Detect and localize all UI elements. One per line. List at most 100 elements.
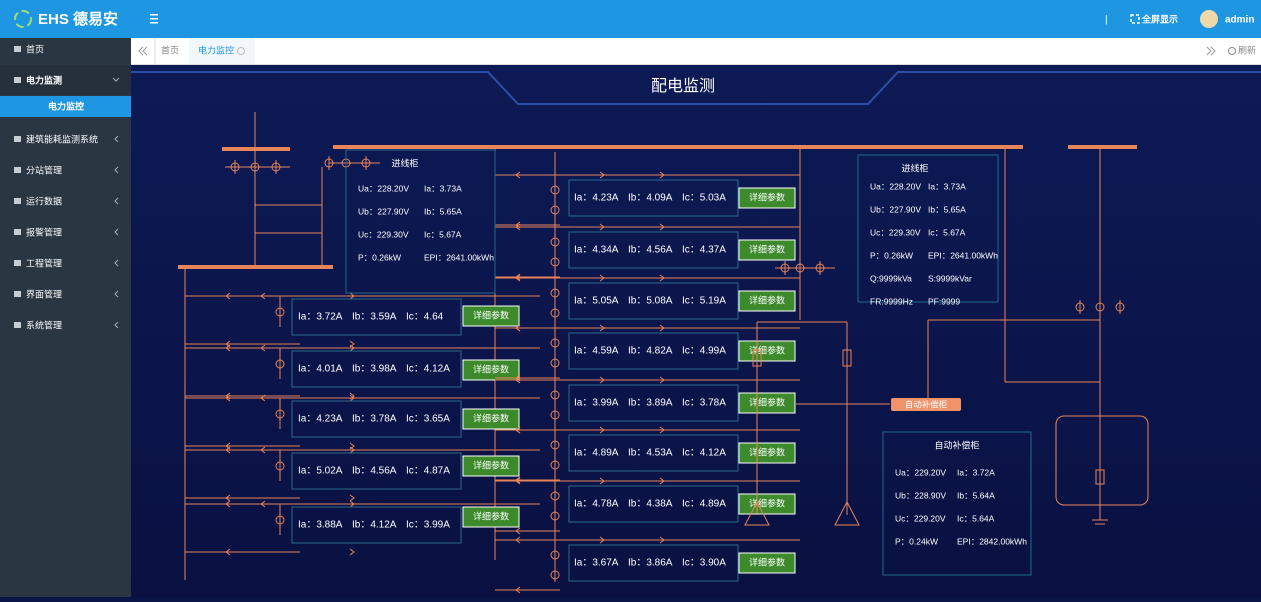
detail-button-label[interactable]: 详细参数 xyxy=(749,344,785,355)
feeder-reading: Ic：4.99A xyxy=(682,346,726,357)
detail-button-label[interactable]: 详细参数 xyxy=(749,446,785,457)
panel-reading: FR:9999Hz xyxy=(870,296,913,306)
arrow xyxy=(515,171,521,179)
detail-button-label[interactable]: 详细参数 xyxy=(749,294,785,305)
detail-button[interactable] xyxy=(738,187,796,209)
feeder-box xyxy=(291,400,462,438)
feeder-box xyxy=(568,434,739,472)
avatar[interactable] xyxy=(1200,10,1218,28)
menu-toggle[interactable] xyxy=(150,14,158,24)
menu-item[interactable]: 工程管理 xyxy=(26,257,62,268)
arrow xyxy=(225,500,231,508)
menu-item[interactable]: 电力监测 xyxy=(26,74,62,85)
feeder-reading: Ib：4.09A xyxy=(628,193,673,204)
detail-button[interactable] xyxy=(738,392,796,414)
arrow xyxy=(225,494,231,502)
detail-button[interactable] xyxy=(462,408,520,430)
menu-item[interactable]: 建筑能耗监测系统 xyxy=(26,133,98,144)
arrow xyxy=(225,292,231,300)
arrow xyxy=(599,324,605,332)
feeder-box xyxy=(568,485,739,523)
arrow xyxy=(260,446,266,454)
panel-reading: Ub：227.90V xyxy=(870,204,921,214)
arrow xyxy=(515,476,521,484)
tab[interactable]: 首页 xyxy=(161,44,179,55)
detail-button[interactable] xyxy=(462,506,520,528)
arrow xyxy=(515,426,521,434)
arrow xyxy=(515,586,521,594)
feeder-reading: Ib：3.98A xyxy=(352,364,397,375)
detail-button-label[interactable]: 详细参数 xyxy=(473,459,509,470)
info-panel xyxy=(882,431,1032,576)
feeder-box xyxy=(568,282,739,320)
detail-button[interactable] xyxy=(738,239,796,261)
feeder-reading: Ib：3.59A xyxy=(352,312,397,323)
feeder-reading: Ic：3.90A xyxy=(682,558,726,569)
menu-item[interactable]: 首页 xyxy=(26,43,44,54)
arrow xyxy=(515,274,521,282)
detail-button-label[interactable]: 详细参数 xyxy=(749,556,785,567)
detail-button[interactable] xyxy=(462,359,520,381)
menu-arrow xyxy=(114,135,119,143)
arrow xyxy=(349,344,355,352)
arrow xyxy=(260,500,266,508)
menu-icon xyxy=(14,229,21,235)
feeder-reading: Ib：3.89A xyxy=(628,398,673,409)
menu-item[interactable]: 界面管理 xyxy=(26,288,62,299)
detail-button-label[interactable]: 详细参数 xyxy=(473,412,509,423)
menu-item[interactable]: 分站管理 xyxy=(26,164,62,175)
feeder-reading: Ia：4.23A xyxy=(298,414,343,425)
feeder-reading: Ia：4.23A xyxy=(574,193,619,204)
tab[interactable]: 电力监控 xyxy=(198,44,234,55)
info-panel xyxy=(857,154,999,303)
detail-button[interactable] xyxy=(738,552,796,574)
menu-item[interactable]: 系统管理 xyxy=(26,319,62,330)
tab-close[interactable] xyxy=(237,47,245,55)
detail-button-label[interactable]: 详细参数 xyxy=(473,363,509,374)
menu-item[interactable]: 报警管理 xyxy=(26,226,62,237)
arrow xyxy=(349,394,355,402)
panel-reading: Q:9999kVa xyxy=(870,273,912,283)
detail-button-label[interactable]: 详细参数 xyxy=(749,191,785,202)
arrow xyxy=(515,527,521,535)
arrow xyxy=(659,324,665,332)
detail-button-label[interactable]: 详细参数 xyxy=(473,510,509,521)
arrow xyxy=(599,536,605,544)
panel-reading: Ic：5.64A xyxy=(957,513,995,523)
compensation-button[interactable] xyxy=(891,398,961,411)
compensation-button-label[interactable]: 自动补偿柜 xyxy=(905,399,948,409)
panel-reading: Uc：229.30V xyxy=(870,227,921,237)
arrow xyxy=(260,292,266,300)
user-name[interactable]: admin xyxy=(1225,15,1254,26)
detail-button[interactable] xyxy=(462,455,520,477)
feeder-reading: Ic：5.19A xyxy=(682,296,726,307)
arrow xyxy=(659,477,665,485)
arrow xyxy=(659,376,665,384)
menu-item[interactable]: 电力监控 xyxy=(48,100,84,111)
tab-prev[interactable] xyxy=(138,46,148,56)
arrow xyxy=(349,548,355,556)
arrow xyxy=(225,548,231,556)
panel-reading: Ia：3.72A xyxy=(957,467,995,477)
detail-button-label[interactable]: 详细参数 xyxy=(749,243,785,254)
feeder-reading: Ia：4.89A xyxy=(574,448,619,459)
arrow xyxy=(515,376,521,384)
detail-button[interactable] xyxy=(738,442,796,464)
menu-item[interactable]: 运行数据 xyxy=(26,195,62,206)
detail-button[interactable] xyxy=(738,290,796,312)
detail-button-label[interactable]: 详细参数 xyxy=(473,309,509,320)
detail-button-label[interactable]: 详细参数 xyxy=(749,497,785,508)
feeder-reading: Ic：3.78A xyxy=(682,398,726,409)
refresh-button[interactable]: 刷新 xyxy=(1238,44,1256,55)
tab-next[interactable] xyxy=(1206,46,1216,56)
fullscreen-button[interactable]: 全屏显示 xyxy=(1141,13,1178,24)
feeder-reading: Ic：4.37A xyxy=(682,245,726,256)
menu-arrow xyxy=(112,77,120,82)
menu-icon xyxy=(14,46,21,52)
detail-button[interactable] xyxy=(462,305,520,327)
detail-button-label[interactable]: 详细参数 xyxy=(749,396,785,407)
menu-icon xyxy=(14,291,21,297)
feeder-box xyxy=(291,350,462,388)
panel-reading: Uc：229.30V xyxy=(358,229,409,239)
menu-arrow xyxy=(114,290,119,298)
